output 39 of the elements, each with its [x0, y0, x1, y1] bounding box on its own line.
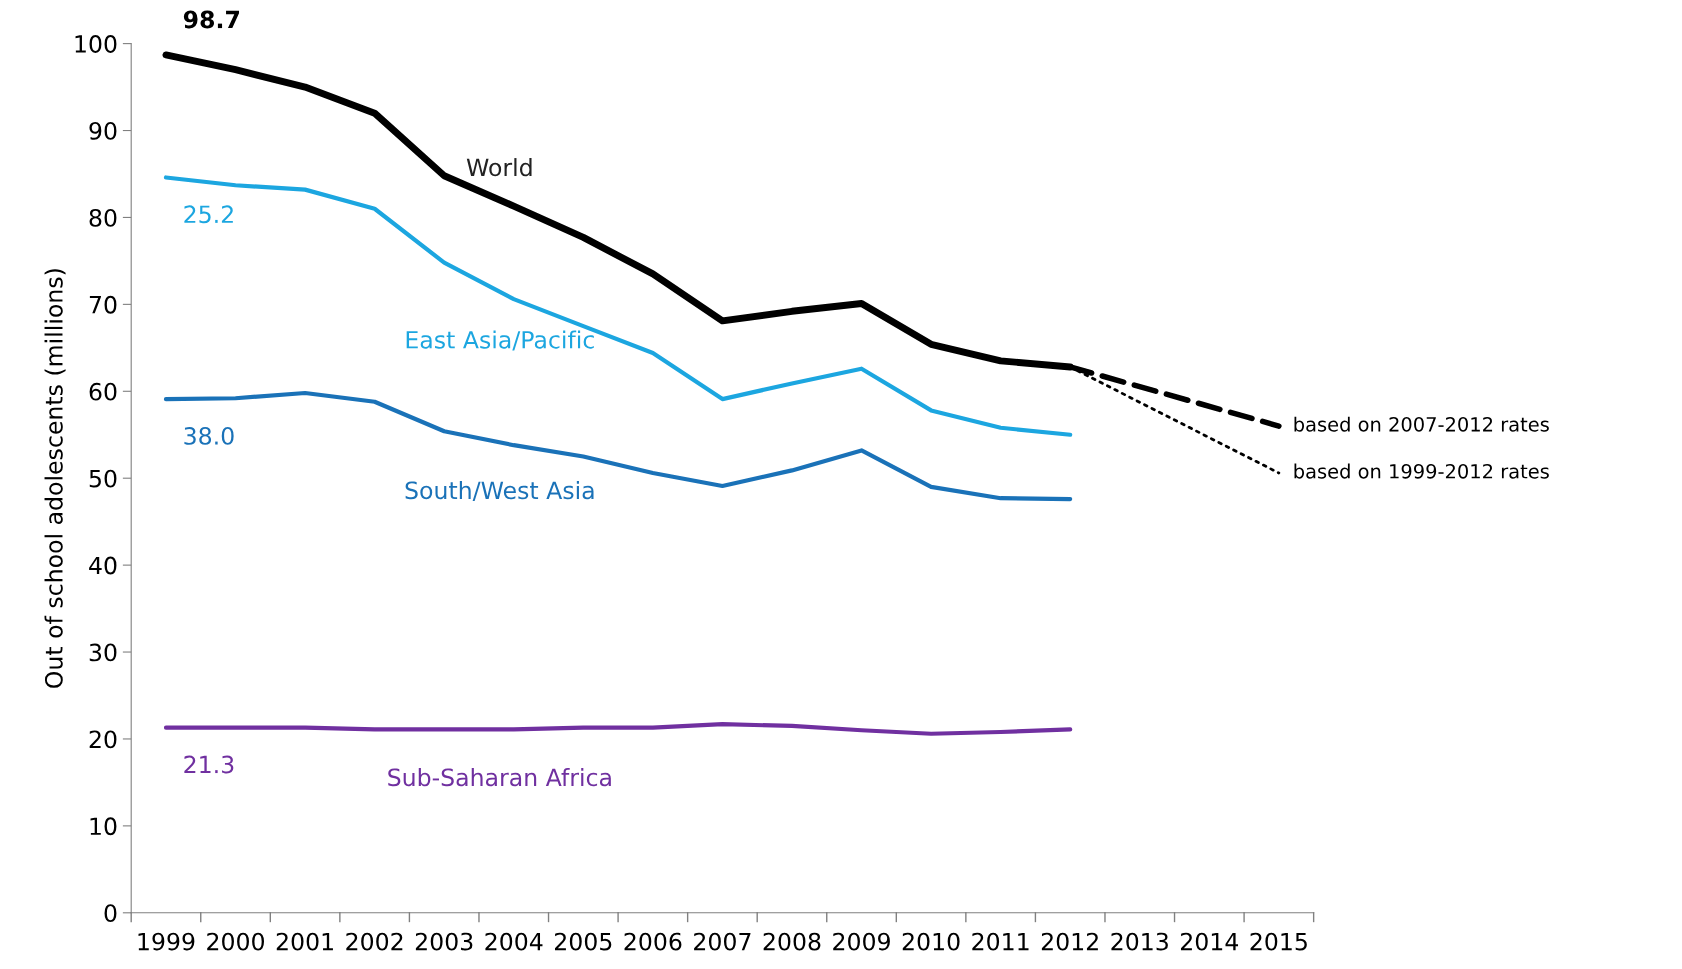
x-tick-label: 2012	[1041, 932, 1098, 951]
text: 98.7	[183, 10, 240, 29]
x-tick-label: 2011	[972, 932, 1029, 951]
y-tick-label: 90	[89, 121, 117, 140]
annotation: 25.2	[184, 205, 233, 224]
y-axis-title: Out of school adolescents (millions)	[44, 269, 66, 688]
x-tick-label: 2000	[207, 932, 265, 951]
series-label: based on 1999-2012 rates	[1294, 463, 1549, 479]
y-tick-label: 50	[89, 469, 117, 488]
series-label: East Asia/Pacific	[406, 330, 594, 351]
x-tick-label: 2006	[624, 932, 682, 951]
y-tick-label: 30	[89, 643, 117, 662]
x-tick-label: 2013	[1111, 932, 1168, 951]
y-tick-label: 60	[89, 382, 117, 401]
x-tick-label: 2003	[415, 932, 473, 951]
y-tick-label: 0	[104, 904, 117, 923]
x-tick-label: 1999	[138, 932, 195, 951]
x-tick-label: 2008	[763, 932, 821, 951]
y-tick-label: 10	[90, 817, 117, 836]
x-tick-label: 2001	[276, 932, 333, 951]
x-tick-label: 2014	[1180, 932, 1239, 951]
x-tick-label: 2002	[346, 932, 403, 951]
y-tick-label: 70	[89, 295, 117, 314]
x-tick-label: 2004	[485, 932, 543, 951]
x-tick-label: 2007	[694, 932, 751, 951]
y-tick-label: 100	[75, 35, 117, 53]
x-tick-label: 2010	[902, 932, 960, 951]
annotation: 38.0	[184, 426, 234, 445]
y-tick-label: 40	[89, 556, 117, 575]
x-tick-label: 2015	[1250, 932, 1307, 951]
x-tick-label: 2005	[554, 932, 612, 951]
x-tick-label: 2009	[833, 932, 890, 951]
series-label: South/West Asia	[405, 480, 594, 502]
series-label: World	[466, 158, 532, 177]
y-tick-label: 20	[89, 730, 117, 749]
series-label: based on 2007-2012 rates	[1294, 416, 1549, 432]
series-label: Sub-Saharan Africa	[388, 767, 611, 787]
y-tick-label: 80	[89, 208, 117, 227]
annotation: 21.3	[184, 755, 234, 774]
